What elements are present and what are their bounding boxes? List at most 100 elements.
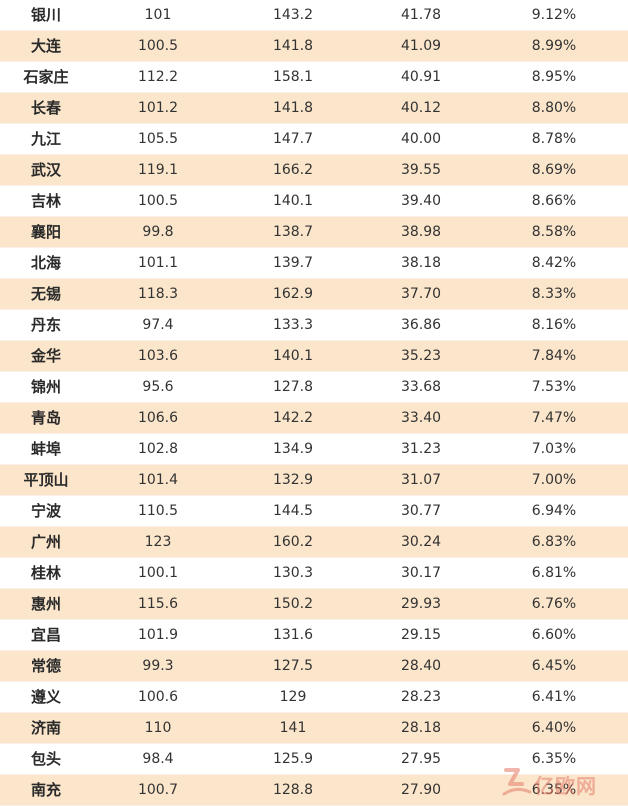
city-cell: 平顶山 [0, 464, 92, 497]
value-cell-2: 158.1 [224, 61, 362, 94]
city-cell: 丹东 [0, 309, 92, 342]
percent-cell: 6.35% [480, 743, 628, 776]
value-cell-1: 118.3 [92, 278, 224, 311]
table-row: 宁波 110.5 144.5 30.77 6.94% [0, 495, 628, 528]
table-row: 丹东 97.4 133.3 36.86 8.16% [0, 309, 628, 342]
value-cell-2: 144.5 [224, 495, 362, 528]
city-cell: 广州 [0, 526, 92, 559]
table-row: 武汉 119.1 166.2 39.55 8.69% [0, 154, 628, 187]
percent-cell: 6.81% [480, 557, 628, 590]
percent-cell: 8.99% [480, 30, 628, 63]
value-cell-1: 123 [92, 526, 224, 559]
value-cell-3: 41.78 [362, 0, 480, 32]
value-cell-1: 106.6 [92, 402, 224, 435]
table-row: 蚌埠 102.8 134.9 31.23 7.03% [0, 433, 628, 466]
value-cell-1: 101.2 [92, 92, 224, 125]
value-cell-3: 37.70 [362, 278, 480, 311]
city-cell: 蚌埠 [0, 433, 92, 466]
table-row: 锦州 95.6 127.8 33.68 7.53% [0, 371, 628, 404]
value-cell-3: 29.15 [362, 619, 480, 652]
value-cell-2: 150.2 [224, 588, 362, 621]
table-row: 石家庄 112.2 158.1 40.91 8.95% [0, 61, 628, 94]
value-cell-2: 134.9 [224, 433, 362, 466]
percent-cell: 8.33% [480, 278, 628, 311]
value-cell-3: 27.90 [362, 774, 480, 806]
value-cell-2: 160.2 [224, 526, 362, 559]
value-cell-1: 115.6 [92, 588, 224, 621]
table-row: 青岛 106.6 142.2 33.40 7.47% [0, 402, 628, 435]
value-cell-1: 102.8 [92, 433, 224, 466]
value-cell-2: 138.7 [224, 216, 362, 249]
city-cell: 吉林 [0, 185, 92, 218]
value-cell-1: 99.3 [92, 650, 224, 683]
value-cell-2: 147.7 [224, 123, 362, 156]
value-cell-3: 35.23 [362, 340, 480, 373]
value-cell-3: 28.18 [362, 712, 480, 745]
value-cell-2: 142.2 [224, 402, 362, 435]
percent-cell: 6.40% [480, 712, 628, 745]
value-cell-2: 139.7 [224, 247, 362, 280]
value-cell-3: 41.09 [362, 30, 480, 63]
value-cell-2: 131.6 [224, 619, 362, 652]
percent-cell: 8.58% [480, 216, 628, 249]
value-cell-1: 110 [92, 712, 224, 745]
percent-cell: 7.03% [480, 433, 628, 466]
percent-cell: 6.60% [480, 619, 628, 652]
table-row: 常德 99.3 127.5 28.40 6.45% [0, 650, 628, 683]
table-row: 遵义 100.6 129 28.23 6.41% [0, 681, 628, 714]
value-cell-1: 101.9 [92, 619, 224, 652]
value-cell-1: 98.4 [92, 743, 224, 776]
city-cell: 锦州 [0, 371, 92, 404]
city-cell: 襄阳 [0, 216, 92, 249]
value-cell-1: 100.5 [92, 185, 224, 218]
city-cell: 石家庄 [0, 61, 92, 94]
value-cell-1: 110.5 [92, 495, 224, 528]
value-cell-2: 127.8 [224, 371, 362, 404]
value-cell-3: 28.23 [362, 681, 480, 714]
percent-cell: 7.84% [480, 340, 628, 373]
value-cell-2: 141 [224, 712, 362, 745]
value-cell-3: 30.24 [362, 526, 480, 559]
value-cell-3: 30.17 [362, 557, 480, 590]
value-cell-1: 101.1 [92, 247, 224, 280]
percent-cell: 8.42% [480, 247, 628, 280]
table-row: 平顶山 101.4 132.9 31.07 7.00% [0, 464, 628, 497]
value-cell-3: 39.55 [362, 154, 480, 187]
value-cell-3: 40.12 [362, 92, 480, 125]
city-cell: 遵义 [0, 681, 92, 714]
percent-cell: 6.94% [480, 495, 628, 528]
table-row: 襄阳 99.8 138.7 38.98 8.58% [0, 216, 628, 249]
percent-cell: 8.78% [480, 123, 628, 156]
percent-cell: 6.41% [480, 681, 628, 714]
city-cell: 银川 [0, 0, 92, 32]
city-cell: 长春 [0, 92, 92, 125]
value-cell-1: 100.1 [92, 557, 224, 590]
table-row: 南充 100.7 128.8 27.90 6.35% [0, 774, 628, 806]
table-row: 银川 101 143.2 41.78 9.12% [0, 0, 628, 32]
value-cell-1: 95.6 [92, 371, 224, 404]
value-cell-2: 130.3 [224, 557, 362, 590]
value-cell-2: 140.1 [224, 185, 362, 218]
value-cell-3: 33.68 [362, 371, 480, 404]
city-cell: 青岛 [0, 402, 92, 435]
value-cell-3: 31.07 [362, 464, 480, 497]
value-cell-2: 143.2 [224, 0, 362, 32]
value-cell-3: 40.91 [362, 61, 480, 94]
value-cell-1: 97.4 [92, 309, 224, 342]
percent-cell: 8.69% [480, 154, 628, 187]
city-cell: 宁波 [0, 495, 92, 528]
table-row: 长春 101.2 141.8 40.12 8.80% [0, 92, 628, 125]
percent-cell: 7.00% [480, 464, 628, 497]
table-row: 无锡 118.3 162.9 37.70 8.33% [0, 278, 628, 311]
value-cell-2: 127.5 [224, 650, 362, 683]
value-cell-3: 30.77 [362, 495, 480, 528]
percent-cell: 8.16% [480, 309, 628, 342]
table-row: 济南 110 141 28.18 6.40% [0, 712, 628, 745]
table-row: 吉林 100.5 140.1 39.40 8.66% [0, 185, 628, 218]
city-cell: 宜昌 [0, 619, 92, 652]
city-cell: 惠州 [0, 588, 92, 621]
city-cell: 无锡 [0, 278, 92, 311]
value-cell-3: 36.86 [362, 309, 480, 342]
